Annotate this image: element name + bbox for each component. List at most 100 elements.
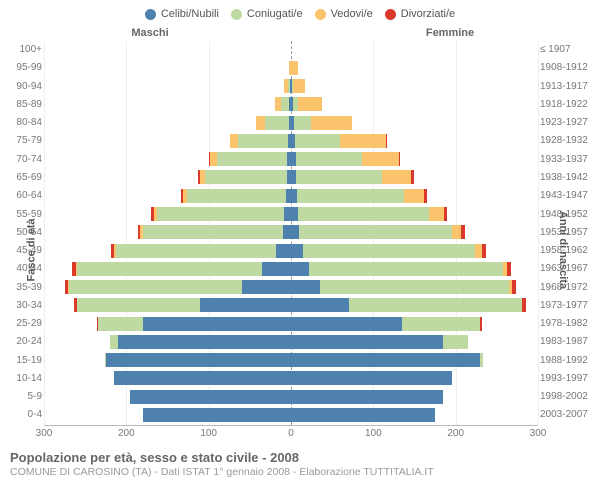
seg-single — [291, 207, 298, 221]
bar-male — [44, 43, 291, 57]
seg-married — [296, 170, 382, 184]
seg-widowed — [293, 79, 305, 93]
seg-married — [480, 353, 482, 367]
seg-widowed — [452, 225, 462, 239]
bar-female — [291, 61, 538, 75]
bar-male — [44, 353, 291, 367]
x-tick: 200 — [118, 428, 135, 439]
seg-single — [291, 262, 309, 276]
bar-female — [291, 152, 538, 166]
pyramid-row: 40-441963-1967 — [44, 260, 538, 278]
seg-married — [296, 152, 362, 166]
pyramid-row: 25-291978-1982 — [44, 314, 538, 332]
bar-female — [291, 116, 538, 130]
bar-male — [44, 170, 291, 184]
legend-item: Vedovi/e — [315, 8, 373, 20]
x-tick: 300 — [36, 428, 53, 439]
x-tick: 0 — [288, 428, 294, 439]
pyramid-row: 10-141993-1997 — [44, 369, 538, 387]
seg-married — [309, 262, 502, 276]
birth-label: ≤ 1907 — [540, 44, 598, 55]
seg-married — [110, 335, 118, 349]
seg-married — [143, 225, 283, 239]
footer: Popolazione per età, sesso e stato civil… — [10, 450, 590, 478]
age-label: 35-39 — [2, 282, 42, 293]
bar-female — [291, 244, 538, 258]
bar-male — [44, 371, 291, 385]
bar-female — [291, 317, 538, 331]
bar-female — [291, 43, 538, 57]
age-label: 0-4 — [2, 409, 42, 420]
seg-married — [294, 116, 310, 130]
bar-female — [291, 170, 538, 184]
age-label: 5-9 — [2, 391, 42, 402]
birth-label: 1983-1987 — [540, 336, 598, 347]
birth-label: 1968-1972 — [540, 282, 598, 293]
pyramid-row: 50-541953-1957 — [44, 223, 538, 241]
seg-widowed — [275, 97, 282, 111]
legend-label: Divorziati/e — [401, 8, 455, 20]
seg-married — [157, 207, 285, 221]
bar-male — [44, 298, 291, 312]
seg-married — [443, 335, 468, 349]
seg-single — [143, 408, 291, 422]
x-tick: 100 — [200, 428, 217, 439]
bar-male — [44, 61, 291, 75]
bar-female — [291, 280, 538, 294]
bar-female — [291, 207, 538, 221]
pyramid-row: 85-891918-1922 — [44, 95, 538, 113]
birth-label: 1948-1952 — [540, 209, 598, 220]
seg-widowed — [340, 134, 385, 148]
seg-single — [106, 353, 291, 367]
seg-married — [77, 262, 262, 276]
legend: Celibi/NubiliConiugati/eVedovi/eDivorzia… — [0, 0, 600, 27]
seg-single — [284, 207, 291, 221]
age-label: 80-84 — [2, 117, 42, 128]
seg-married — [298, 207, 430, 221]
bar-male — [44, 134, 291, 148]
chart-area: 100+≤ 190795-991908-191290-941913-191785… — [44, 41, 538, 426]
seg-married — [265, 116, 290, 130]
pyramid-row: 65-691938-1942 — [44, 168, 538, 186]
legend-swatch — [315, 9, 326, 20]
seg-divorced — [461, 225, 464, 239]
seg-divorced — [482, 244, 486, 258]
seg-married — [299, 225, 451, 239]
seg-widowed — [429, 207, 444, 221]
seg-widowed — [311, 116, 352, 130]
bar-male — [44, 335, 291, 349]
seg-divorced — [424, 189, 426, 203]
seg-single — [291, 280, 320, 294]
bar-male — [44, 116, 291, 130]
pyramid-row: 90-941913-1917 — [44, 77, 538, 95]
bar-male — [44, 280, 291, 294]
gender-headers: Maschi Femmine — [0, 27, 600, 39]
seg-single — [143, 317, 291, 331]
bar-male — [44, 207, 291, 221]
bar-female — [291, 335, 538, 349]
birth-label: 1988-1992 — [540, 355, 598, 366]
bar-female — [291, 371, 538, 385]
birth-label: 1963-1967 — [540, 263, 598, 274]
seg-divorced — [480, 317, 482, 331]
bar-male — [44, 152, 291, 166]
x-tick: 300 — [530, 428, 547, 439]
legend-swatch — [231, 9, 242, 20]
pyramid-row: 95-991908-1912 — [44, 59, 538, 77]
bar-female — [291, 298, 538, 312]
bar-female — [291, 79, 538, 93]
bar-male — [44, 225, 291, 239]
pyramid-row: 60-641943-1947 — [44, 187, 538, 205]
pyramid-row: 20-241983-1987 — [44, 333, 538, 351]
seg-single — [283, 225, 291, 239]
seg-married — [349, 298, 522, 312]
seg-married — [205, 170, 287, 184]
legend-swatch — [385, 9, 396, 20]
pyramid-row: 80-841923-1927 — [44, 114, 538, 132]
age-label: 60-64 — [2, 190, 42, 201]
legend-item: Divorziati/e — [385, 8, 455, 20]
seg-divorced — [386, 134, 388, 148]
pyramid-row: 45-491958-1962 — [44, 241, 538, 259]
seg-widowed — [475, 244, 482, 258]
legend-label: Coniugati/e — [247, 8, 303, 20]
